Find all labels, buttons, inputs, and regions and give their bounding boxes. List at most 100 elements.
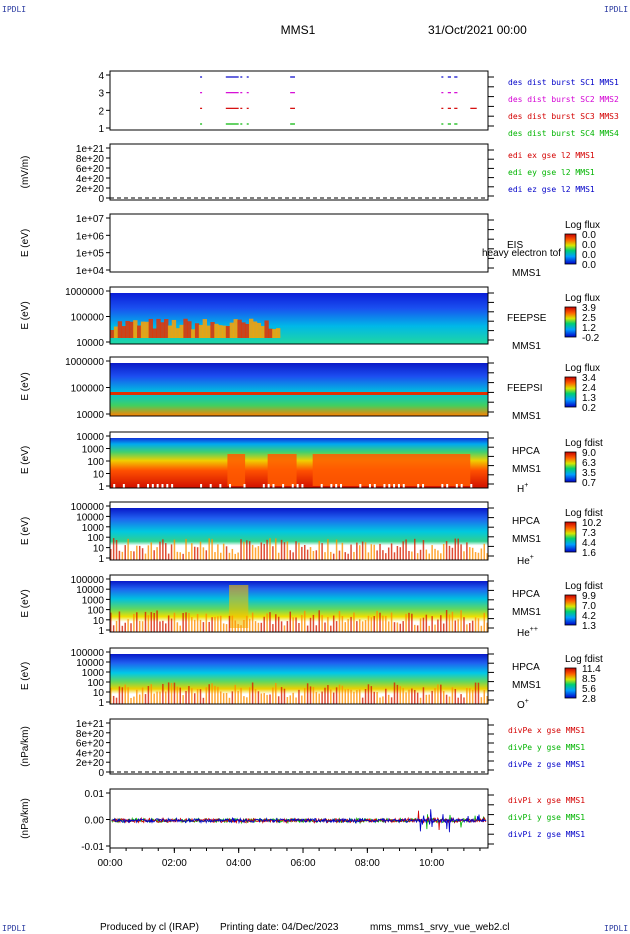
spectrogram-speckle — [428, 553, 430, 560]
spectrogram-speckle — [416, 625, 419, 632]
hpca-h-gap — [113, 484, 116, 488]
spectrogram-speckle — [364, 689, 367, 704]
hpca-h-gap — [455, 484, 458, 488]
spectrogram-speckle — [454, 620, 457, 632]
spectrogram-speckle — [138, 545, 141, 560]
y-tick-label: 100000 — [71, 648, 105, 659]
spectrogram-speckle — [416, 553, 419, 560]
y-tick-label: 100000 — [71, 502, 105, 513]
spectrogram-speckle — [237, 623, 239, 632]
spectrogram-speckle — [208, 684, 210, 704]
hpca-h-gap — [151, 484, 154, 488]
spectrogram-speckle — [170, 618, 173, 632]
spectrogram-speckle — [248, 618, 251, 632]
spectrogram-speckle — [165, 691, 167, 704]
hpca-h-gap — [161, 484, 164, 488]
spectrogram-speckle — [385, 615, 387, 632]
spectrogram-speckle — [136, 689, 138, 704]
spectrogram-speckle — [231, 615, 234, 632]
divpi-trace-red — [111, 810, 487, 831]
colorbar-tick-label: 2.5 — [582, 313, 596, 324]
spectrogram-speckle — [173, 539, 176, 560]
spectrogram-speckle — [428, 694, 430, 704]
spectrogram-speckle — [211, 617, 213, 632]
spectrogram-speckle — [136, 545, 138, 560]
spectrogram-speckle — [248, 687, 251, 704]
spectrogram-speckle — [243, 541, 245, 560]
feepse-lowenergy-cell — [241, 322, 246, 338]
colorbar-tick-label: 0.0 — [582, 230, 596, 241]
spectrogram-speckle — [440, 684, 442, 704]
spectrogram-speckle — [266, 613, 268, 632]
y-tick-label: 4 — [98, 71, 104, 82]
spectrogram-speckle — [289, 695, 292, 704]
spectrogram-speckle — [437, 619, 439, 632]
y-tick-label: 10 — [93, 544, 105, 555]
spectrogram-speckle — [208, 538, 210, 560]
hpca-h-gap — [330, 484, 333, 488]
spectrogram-speckle — [425, 694, 428, 704]
colorbar-title: Log fdist — [565, 438, 603, 449]
spectrogram-speckle — [414, 689, 416, 704]
spectrogram-speckle — [315, 625, 318, 632]
spectrogram-speckle — [344, 552, 347, 560]
colorbar-title: Log fdist — [565, 508, 603, 519]
spectrogram-speckle — [118, 611, 121, 632]
spectrogram-speckle — [272, 624, 274, 632]
time-axis: 00:00 02:00 04:00 06:00 08:00 10:00 — [97, 848, 481, 869]
hpca-h-gap — [373, 484, 376, 488]
spectrogram-speckle — [191, 688, 193, 704]
spectrogram-speckle — [469, 688, 471, 704]
spectrogram-speckle — [266, 539, 268, 560]
spectrogram-speckle — [295, 697, 297, 704]
spectrogram-speckle — [448, 545, 451, 560]
feepse-lowenergy-cell — [252, 321, 258, 338]
spectrogram-speckle — [402, 688, 404, 704]
spectrogram-speckle — [156, 547, 158, 560]
spectrogram-speckle — [376, 550, 378, 560]
spectrogram-speckle — [275, 614, 277, 632]
y-tick-label: 8e+20 — [76, 154, 105, 165]
hpca-h-gap — [146, 484, 149, 488]
spectrogram-speckle — [390, 697, 393, 704]
spectrogram-speckle — [136, 612, 138, 632]
feepse-lowenergy-cell — [140, 321, 146, 338]
spectrogram-speckle — [399, 623, 402, 632]
spectrogram-speckle — [379, 543, 381, 560]
spectrogram-speckle — [324, 622, 326, 632]
spacecraft-label: MMS1 — [512, 341, 541, 352]
spectrogram-speckle — [173, 612, 176, 632]
feepse-lowenergy-cell — [268, 328, 273, 338]
spectrogram-speckle — [251, 544, 254, 560]
spectrogram-speckle — [257, 622, 260, 632]
species-label: He++ — [517, 626, 538, 639]
spectrogram-speckle — [437, 550, 439, 560]
spectrogram-speckle — [202, 697, 205, 704]
legend-entry: edi ex gse l2 MMS1 — [508, 151, 595, 160]
spectrogram-speckle — [205, 687, 208, 704]
colorbar-tick-label: 4.2 — [582, 611, 596, 622]
spectrogram-speckle — [196, 613, 199, 632]
spectrogram-speckle — [338, 684, 341, 704]
spectrogram-speckle — [176, 622, 179, 632]
colorbar — [564, 667, 577, 699]
spectrogram-speckle — [211, 683, 213, 704]
feepse-lowenergy-cell — [137, 325, 142, 338]
feepsi-band — [110, 392, 488, 395]
spectrogram-speckle — [246, 697, 248, 704]
spectrogram-speckle — [144, 694, 147, 704]
legend-entry: des dist burst SC2 MMS2 — [508, 95, 619, 104]
spectrogram-speckle — [353, 551, 355, 560]
spectrogram-speckle — [112, 538, 115, 560]
instrument-label: HPCA — [512, 516, 540, 527]
colorbar — [564, 451, 577, 483]
hpca-h-gap — [243, 484, 246, 488]
species-label: H+ — [517, 482, 528, 495]
spectrogram-speckle — [272, 687, 274, 704]
spectrogram-speckle — [332, 553, 335, 560]
spectrogram-speckle — [321, 615, 323, 632]
spectrogram-speckle — [393, 682, 396, 704]
spectrogram-speckle — [257, 691, 260, 704]
